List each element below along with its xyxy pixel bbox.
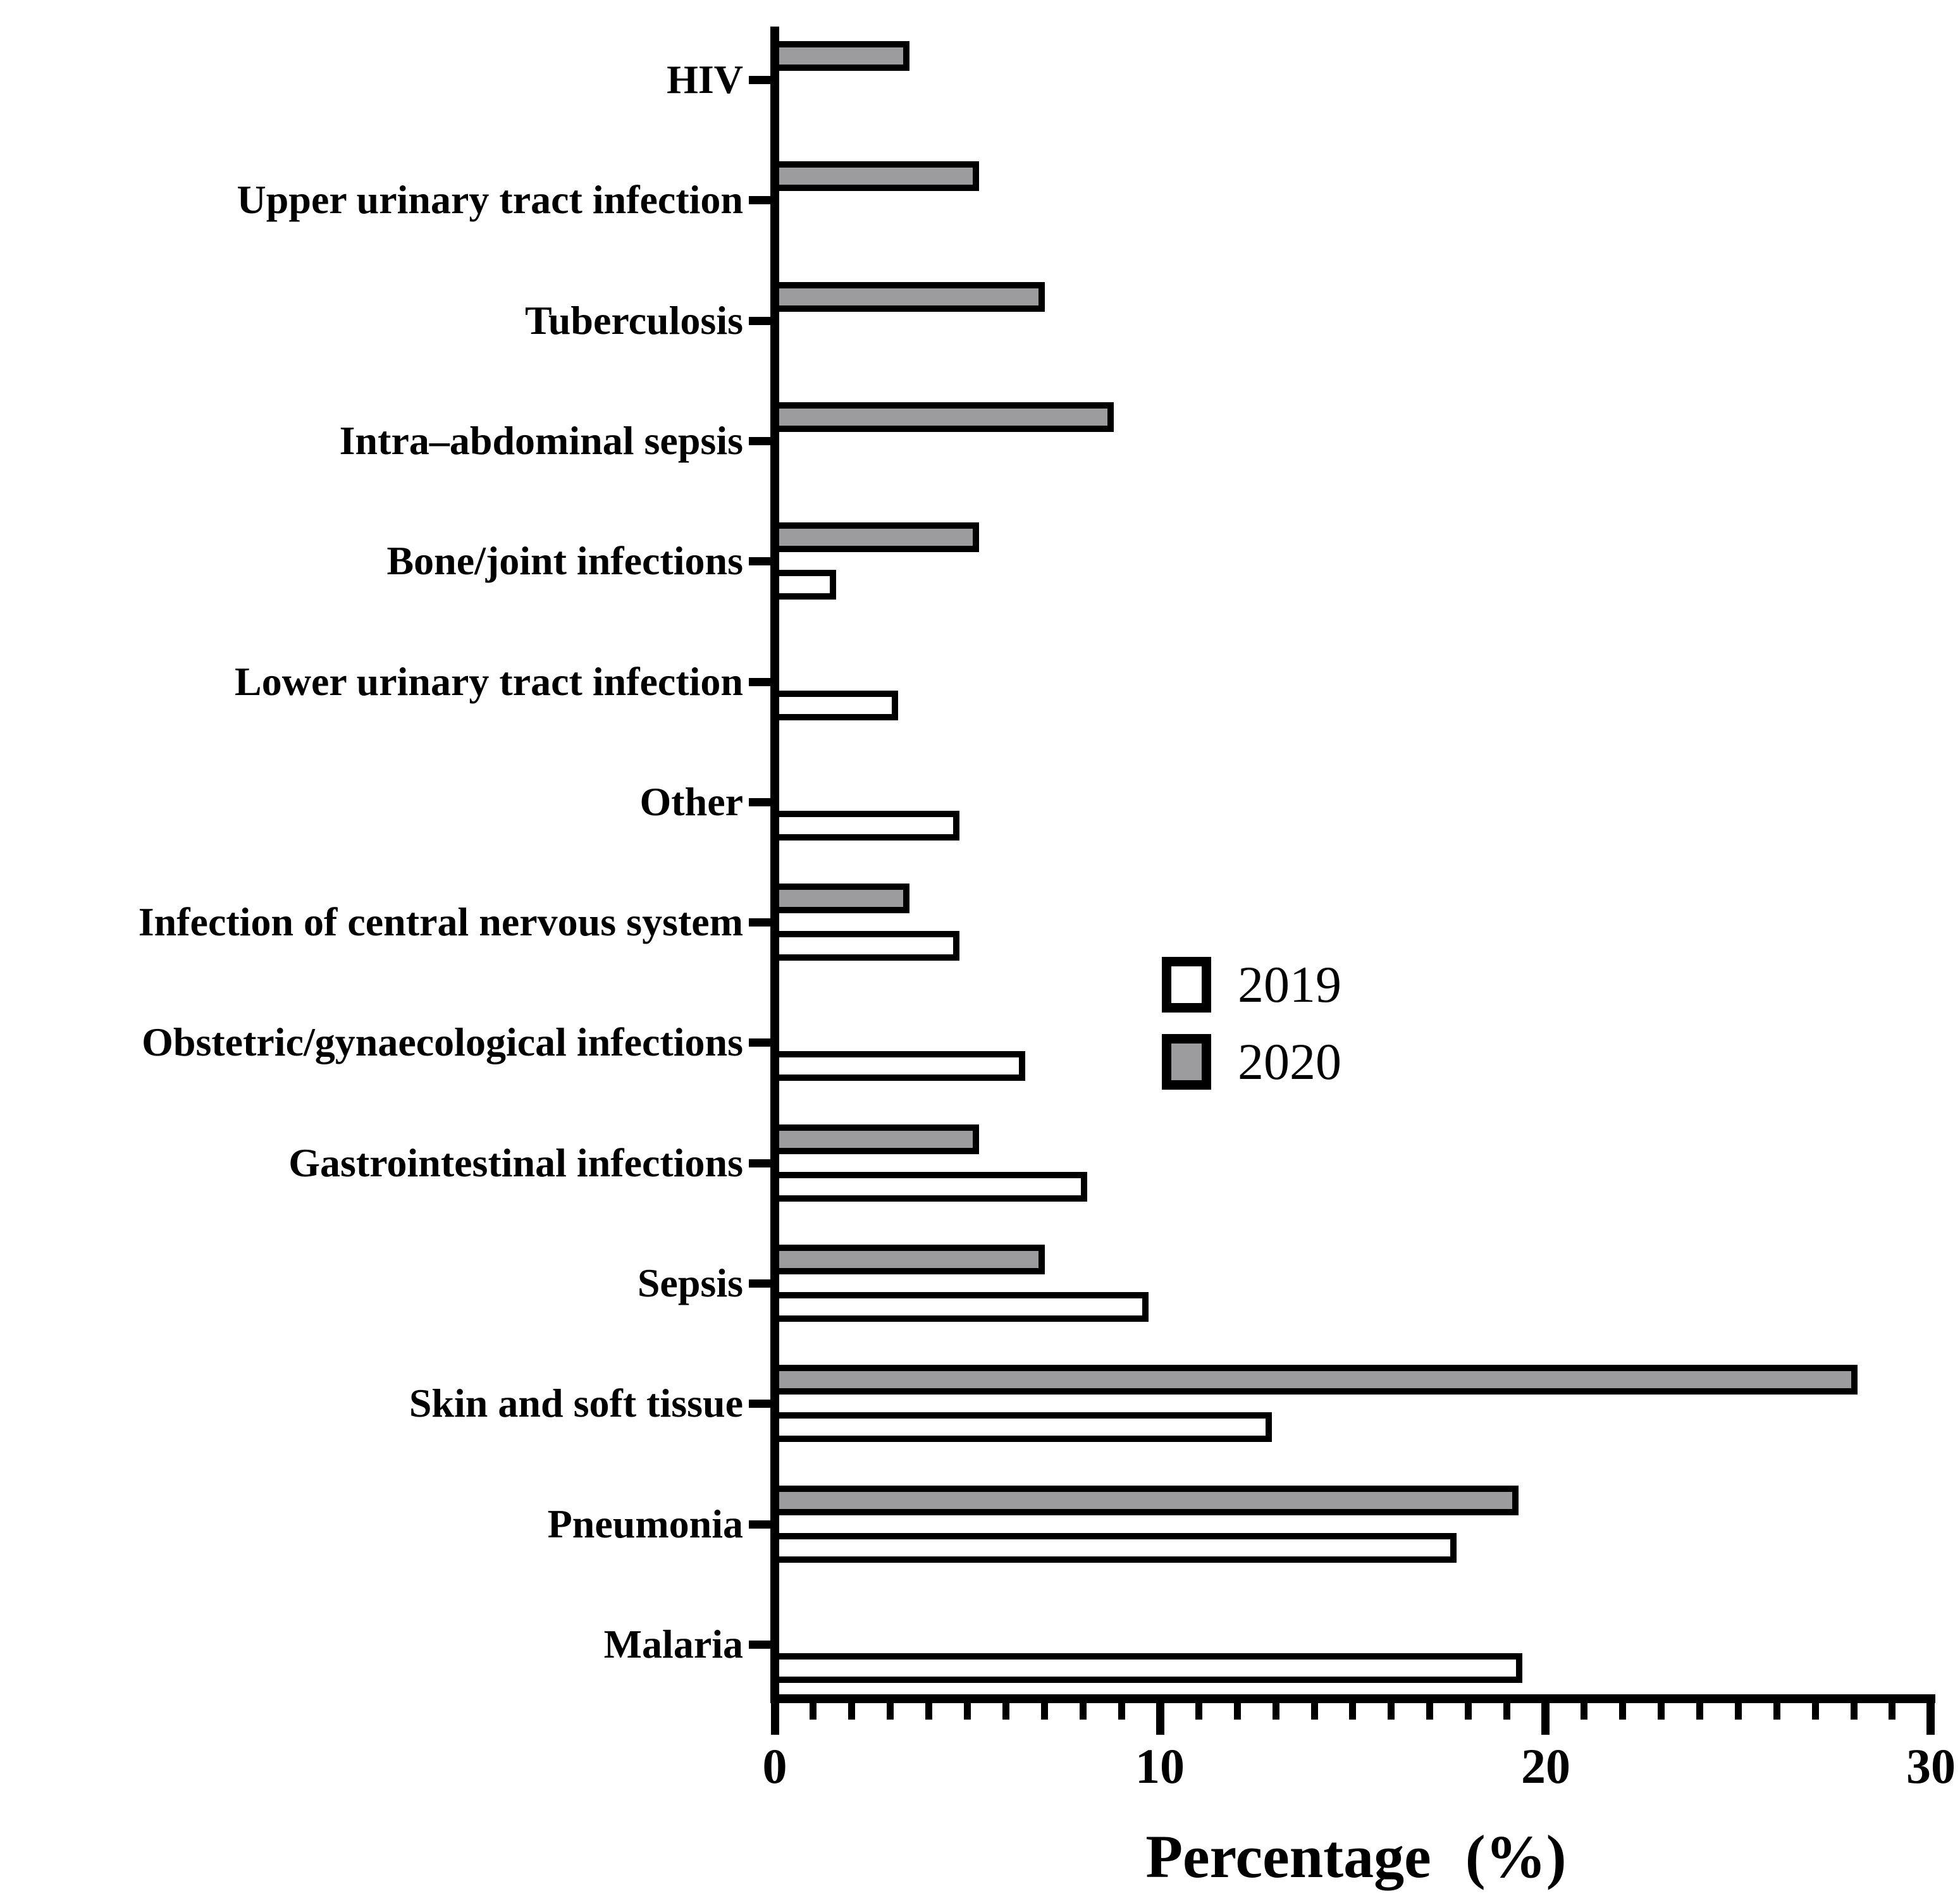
category-label: Upper urinary tract infection <box>237 177 743 222</box>
x-axis-minor-tick <box>1619 1703 1626 1720</box>
x-axis-minor-tick <box>1658 1703 1665 1720</box>
category-label: HIV <box>667 57 743 102</box>
x-tick-label: 10 <box>1135 1739 1185 1794</box>
x-axis-minor-tick <box>810 1703 817 1720</box>
x-axis-minor-tick <box>1002 1703 1009 1720</box>
bar-2020 <box>770 402 1114 432</box>
bar-2020 <box>770 1245 1045 1274</box>
x-axis-major-tick <box>1541 1703 1550 1735</box>
bar-2020 <box>770 1365 1858 1395</box>
y-axis-tick <box>749 1520 770 1529</box>
bar-2019 <box>770 1172 1087 1202</box>
x-axis-minor-tick <box>1889 1703 1895 1720</box>
category-label: Infection of central nervous system <box>138 899 743 944</box>
x-axis-minor-tick <box>1503 1703 1510 1720</box>
bar-2020 <box>770 282 1045 312</box>
x-axis-minor-tick <box>1234 1703 1241 1720</box>
category-label: Tuberculosis <box>524 298 743 343</box>
y-axis-tick <box>749 317 770 325</box>
x-tick-label: 30 <box>1906 1739 1956 1794</box>
bar-2019 <box>770 931 959 961</box>
x-tick-label: 0 <box>762 1739 787 1794</box>
x-tick-label: 20 <box>1521 1739 1570 1794</box>
x-axis-major-tick <box>771 1703 779 1735</box>
y-axis-line <box>770 27 779 1703</box>
bar-2019 <box>770 1653 1522 1683</box>
x-axis-minor-tick <box>1311 1703 1318 1720</box>
legend-label-2019: 2019 <box>1238 956 1341 1013</box>
x-axis-minor-tick <box>887 1703 894 1720</box>
y-axis-tick <box>749 918 770 927</box>
x-axis-minor-tick <box>1388 1703 1395 1720</box>
bar-2019 <box>770 1412 1272 1442</box>
bar-2019 <box>770 1292 1149 1322</box>
y-axis-tick <box>749 1279 770 1288</box>
category-label: Obstetric/gynaecological infections <box>142 1019 743 1064</box>
y-axis-tick <box>749 678 770 686</box>
category-label: Malaria <box>603 1622 743 1666</box>
y-axis-tick <box>749 798 770 806</box>
legend-entry-2020: 2020 <box>1162 1034 1341 1090</box>
category-label: Sepsis <box>637 1260 743 1305</box>
legend-entry-2019: 2019 <box>1162 957 1341 1013</box>
bar-2019 <box>770 1533 1457 1563</box>
x-axis-minor-tick <box>1426 1703 1433 1720</box>
bar-2020 <box>770 161 979 191</box>
x-axis-major-tick <box>1926 1703 1935 1735</box>
category-label: Gastrointestinal infections <box>288 1140 743 1185</box>
y-axis-tick <box>749 557 770 565</box>
category-label: Bone/joint infections <box>386 538 743 583</box>
y-axis-tick <box>749 196 770 204</box>
bar-2019 <box>770 811 959 841</box>
x-axis-minor-tick <box>1118 1703 1125 1720</box>
x-axis-minor-tick <box>1465 1703 1472 1720</box>
x-axis-major-tick <box>1156 1703 1164 1735</box>
x-axis-minor-tick <box>1581 1703 1587 1720</box>
bar-2020 <box>770 1124 979 1154</box>
x-axis-minor-tick <box>964 1703 971 1720</box>
x-axis-minor-tick <box>1195 1703 1202 1720</box>
x-axis-minor-tick <box>1080 1703 1087 1720</box>
bar-2020 <box>770 522 979 552</box>
y-axis-tick <box>749 1400 770 1408</box>
legend-swatch-2020 <box>1162 1034 1211 1090</box>
bar-2019 <box>770 570 836 600</box>
category-label: Intra–abdominal sepsis <box>339 418 743 463</box>
x-axis-minor-tick <box>1812 1703 1819 1720</box>
y-axis-tick <box>749 1159 770 1167</box>
y-axis-tick <box>749 1641 770 1649</box>
bar-2020 <box>770 41 909 71</box>
x-axis-minor-tick <box>1041 1703 1048 1720</box>
bar-2019 <box>770 1051 1025 1081</box>
x-axis-minor-tick <box>1273 1703 1279 1720</box>
legend-swatch-2019 <box>1162 957 1211 1013</box>
bar-2020 <box>770 1486 1519 1515</box>
x-axis-minor-tick <box>1851 1703 1858 1720</box>
x-axis-minor-tick <box>848 1703 855 1720</box>
x-axis-title: Percentage (%) <box>1145 1823 1567 1890</box>
x-axis-minor-tick <box>1696 1703 1703 1720</box>
bar-2020 <box>770 884 909 913</box>
category-label: Pneumonia <box>547 1501 743 1546</box>
x-axis-line <box>770 1694 1935 1703</box>
category-label: Other <box>639 779 744 824</box>
y-axis-tick <box>749 1038 770 1047</box>
bar-2019 <box>770 691 898 720</box>
category-label: Skin and soft tissue <box>409 1381 743 1426</box>
y-axis-tick <box>749 76 770 84</box>
x-axis-minor-tick <box>925 1703 932 1720</box>
x-axis-minor-tick <box>1735 1703 1742 1720</box>
category-label: Lower urinary tract infection <box>235 659 743 704</box>
x-axis-minor-tick <box>1349 1703 1356 1720</box>
legend-label-2020: 2020 <box>1238 1033 1341 1090</box>
y-axis-tick <box>749 437 770 445</box>
x-axis-minor-tick <box>1773 1703 1780 1720</box>
